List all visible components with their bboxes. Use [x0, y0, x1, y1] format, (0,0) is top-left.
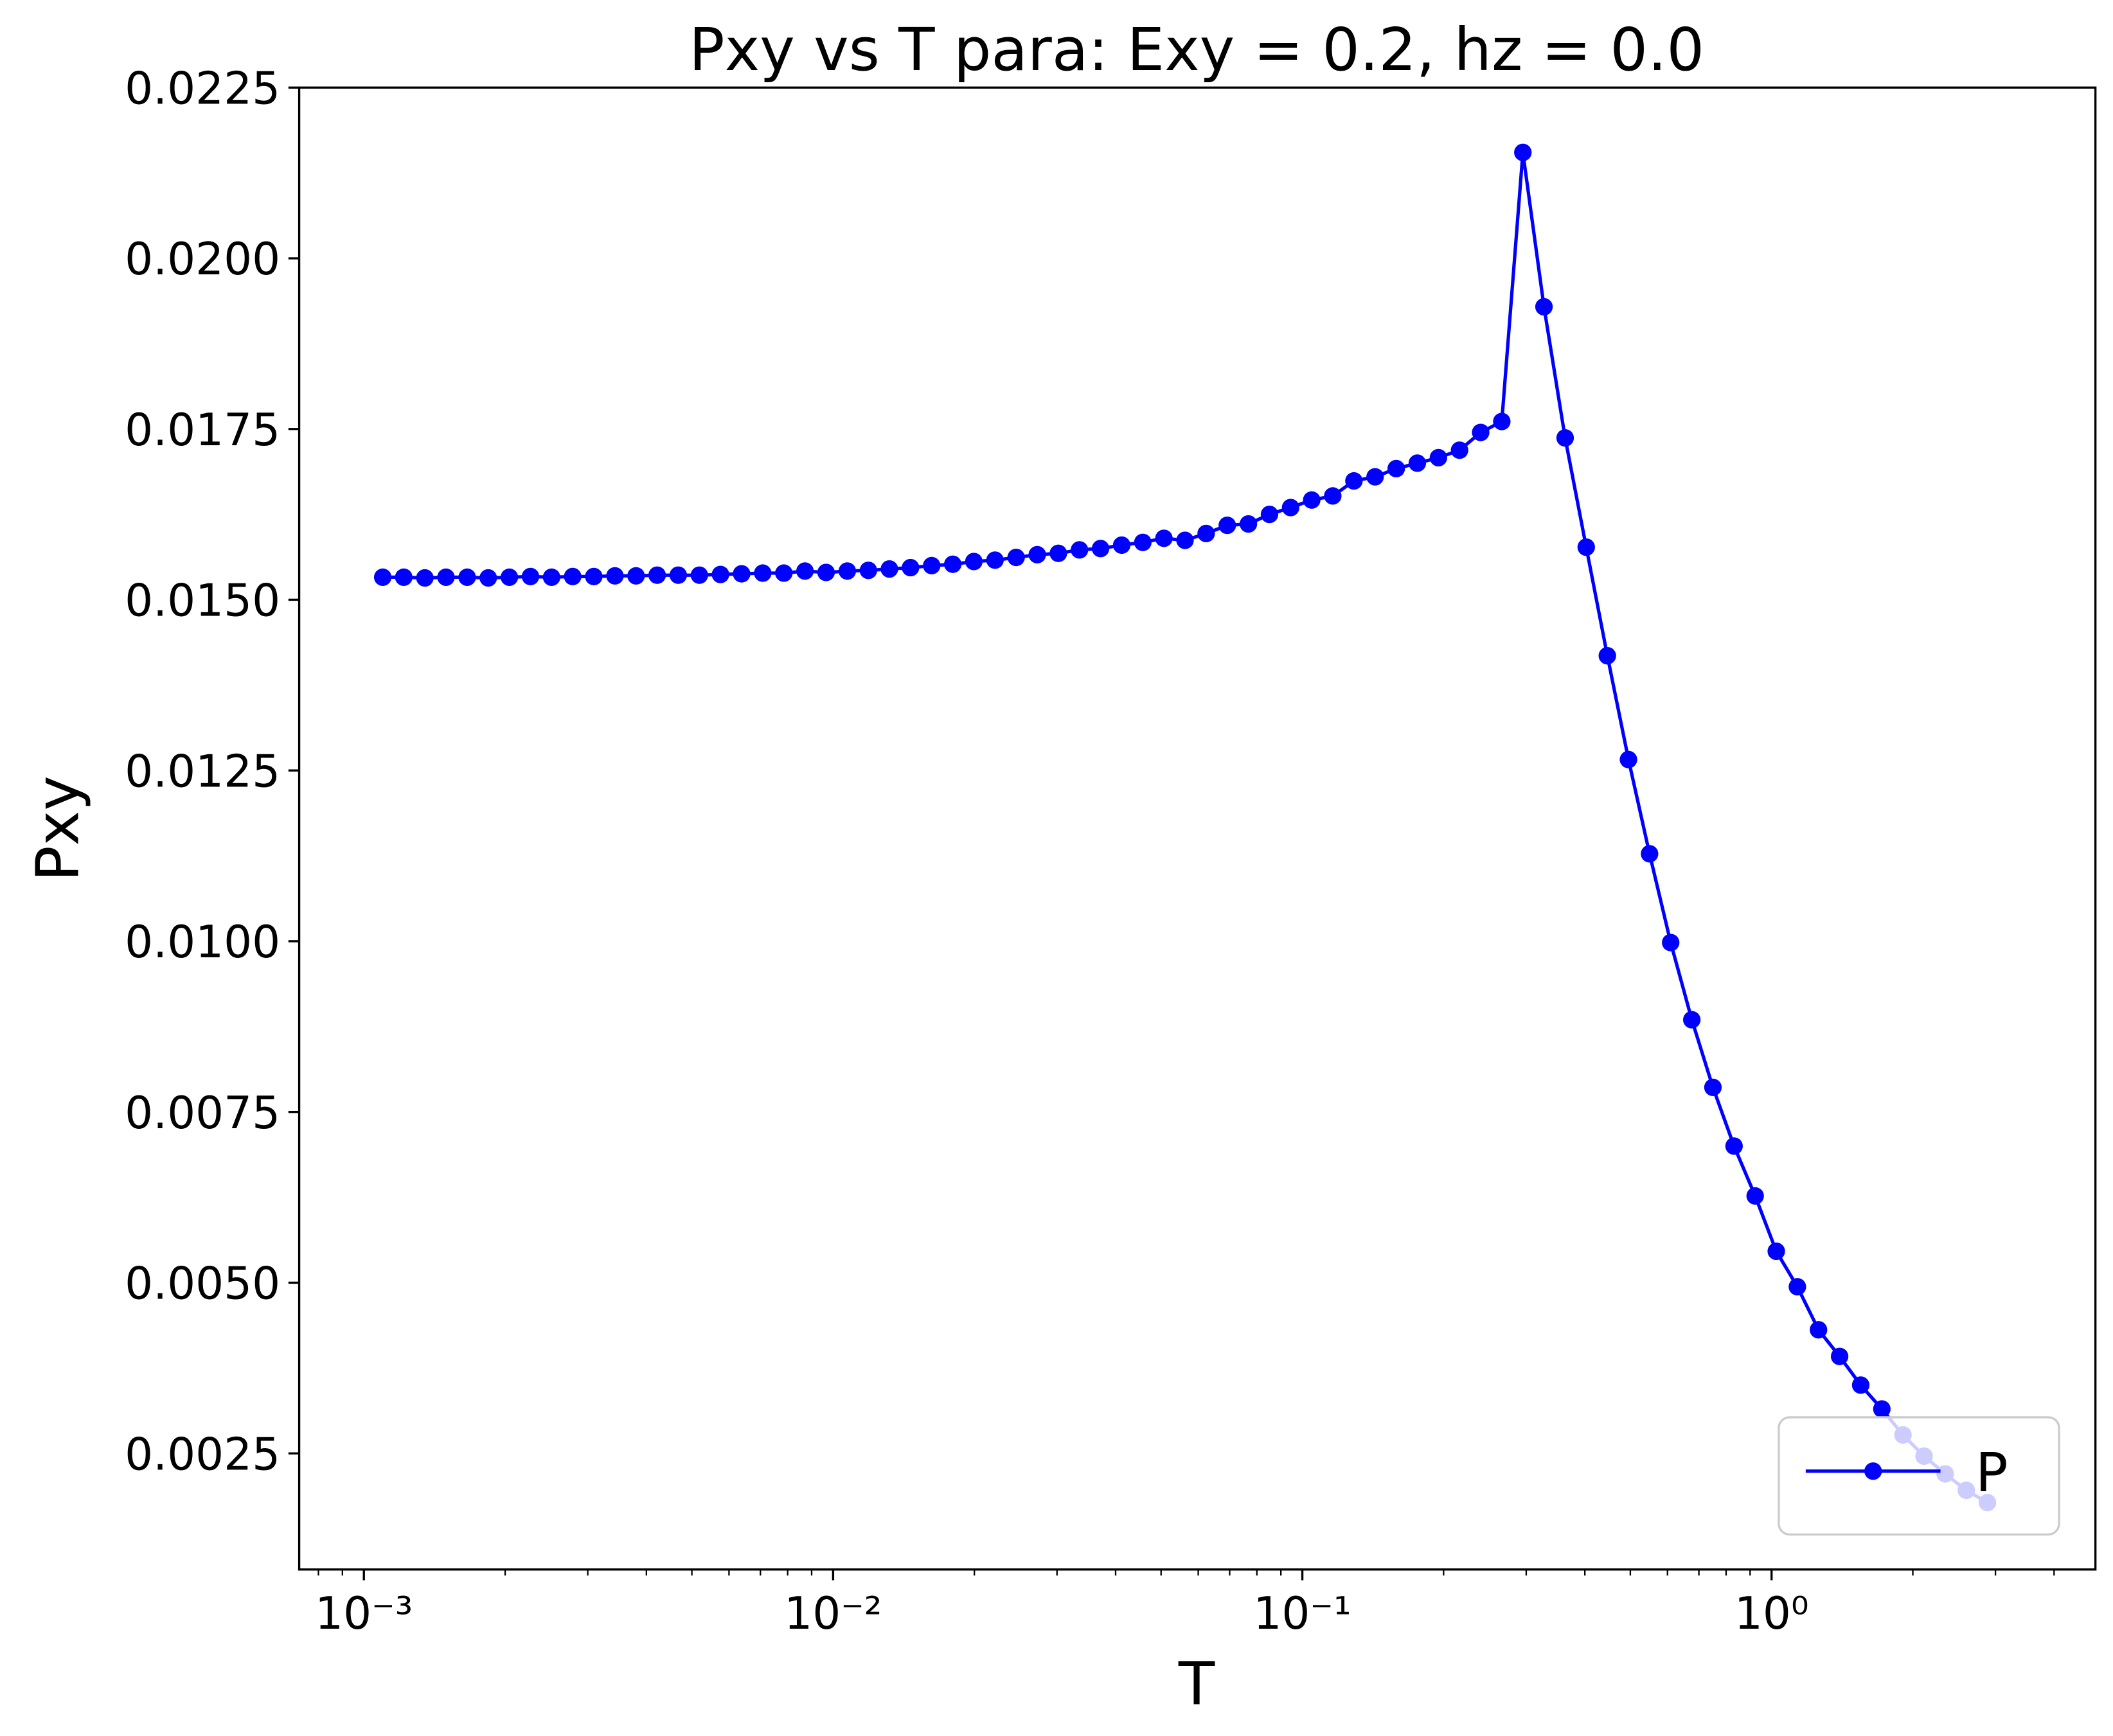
x-tick-label: 10⁻³	[315, 1588, 413, 1640]
data-point	[796, 562, 814, 580]
data-point	[458, 568, 476, 587]
y-tick-label: 0.0125	[125, 746, 280, 797]
data-point	[1788, 1278, 1806, 1296]
data-point	[1598, 647, 1616, 665]
data-point	[1028, 545, 1046, 563]
data-point	[1830, 1347, 1849, 1365]
y-tick-label: 0.0075	[125, 1088, 280, 1139]
data-point	[416, 569, 434, 587]
x-tick-label: 10⁰	[1734, 1588, 1809, 1640]
data-point	[1535, 297, 1553, 316]
legend-marker	[1864, 1462, 1882, 1480]
y-tick-label: 0.0025	[125, 1429, 280, 1480]
data-point	[1408, 454, 1427, 472]
data-point	[690, 566, 708, 584]
data-point	[711, 565, 729, 583]
data-point	[1345, 472, 1363, 490]
data-point	[1493, 412, 1511, 430]
legend-label: P	[1975, 1441, 2008, 1504]
data-point	[1197, 524, 1215, 543]
data-point	[585, 567, 603, 585]
data-point	[1704, 1078, 1722, 1097]
x-axis-label: T	[1178, 1649, 1215, 1719]
data-point	[1218, 516, 1236, 535]
data-point	[1556, 429, 1574, 447]
data-point	[1091, 540, 1110, 558]
data-point	[1682, 1011, 1701, 1029]
data-point	[1324, 487, 1342, 505]
y-axis-label: Pxy	[23, 775, 93, 881]
data-point	[1472, 423, 1490, 441]
x-tick-label: 10⁻¹	[1253, 1588, 1351, 1640]
data-point	[564, 567, 582, 585]
data-point	[437, 568, 455, 587]
y-tick-label: 0.0175	[125, 405, 280, 456]
data-point	[542, 568, 560, 587]
data-point	[880, 560, 898, 578]
data-point	[1387, 459, 1405, 478]
data-point	[923, 556, 941, 574]
data-point	[1260, 505, 1279, 524]
data-point	[1071, 541, 1089, 559]
y-tick-label: 0.0150	[125, 576, 280, 627]
data-point	[943, 555, 962, 573]
data-point	[965, 553, 983, 571]
data-point	[479, 569, 497, 587]
data-point	[1007, 548, 1025, 567]
legend: P	[1778, 1416, 2060, 1536]
data-point	[1366, 468, 1384, 486]
legend-box	[1778, 1416, 2060, 1536]
data-point	[1155, 529, 1173, 547]
data-point	[1450, 441, 1468, 459]
data-point	[1851, 1376, 1870, 1394]
data-point	[1112, 536, 1131, 554]
data-point	[1577, 538, 1595, 556]
data-line	[382, 152, 1988, 1504]
data-point	[902, 558, 920, 577]
data-point	[817, 563, 835, 581]
data-point	[1641, 845, 1659, 863]
data-point	[1176, 531, 1194, 549]
data-point	[1619, 750, 1637, 768]
data-point	[521, 567, 540, 585]
data-point	[669, 566, 688, 584]
data-point	[1746, 1187, 1764, 1205]
data-point	[1662, 934, 1680, 952]
x-tick-label: 10⁻²	[784, 1588, 882, 1640]
data-point	[775, 564, 793, 582]
chart-title: Pxy vs T para: Exy = 0.2, hz = 0.0	[689, 15, 1704, 84]
data-point	[500, 568, 519, 587]
y-tick-label: 0.0200	[125, 234, 280, 285]
data-point	[1810, 1321, 1828, 1339]
data-point	[1767, 1242, 1785, 1261]
data-point	[733, 565, 751, 583]
data-point	[1514, 143, 1532, 161]
data-point	[627, 567, 645, 585]
data-point	[1134, 533, 1152, 551]
y-tick-label: 0.0225	[125, 63, 280, 114]
y-tick-label: 0.0050	[125, 1259, 280, 1310]
data-point	[648, 566, 666, 584]
data-point	[986, 551, 1004, 569]
data-point	[606, 567, 624, 585]
data-point	[395, 568, 413, 587]
y-tick-label: 0.0100	[125, 917, 280, 968]
data-point	[1049, 544, 1067, 562]
plot-frame	[298, 86, 2097, 1571]
data-point	[1873, 1400, 1891, 1418]
data-point	[1239, 515, 1258, 533]
data-point	[1429, 448, 1447, 467]
data-point	[754, 564, 772, 582]
data-point	[1303, 491, 1321, 509]
data-point	[1725, 1137, 1743, 1155]
data-point	[1281, 499, 1299, 517]
data-point	[373, 568, 392, 587]
data-point	[859, 562, 877, 580]
data-point	[838, 562, 857, 580]
